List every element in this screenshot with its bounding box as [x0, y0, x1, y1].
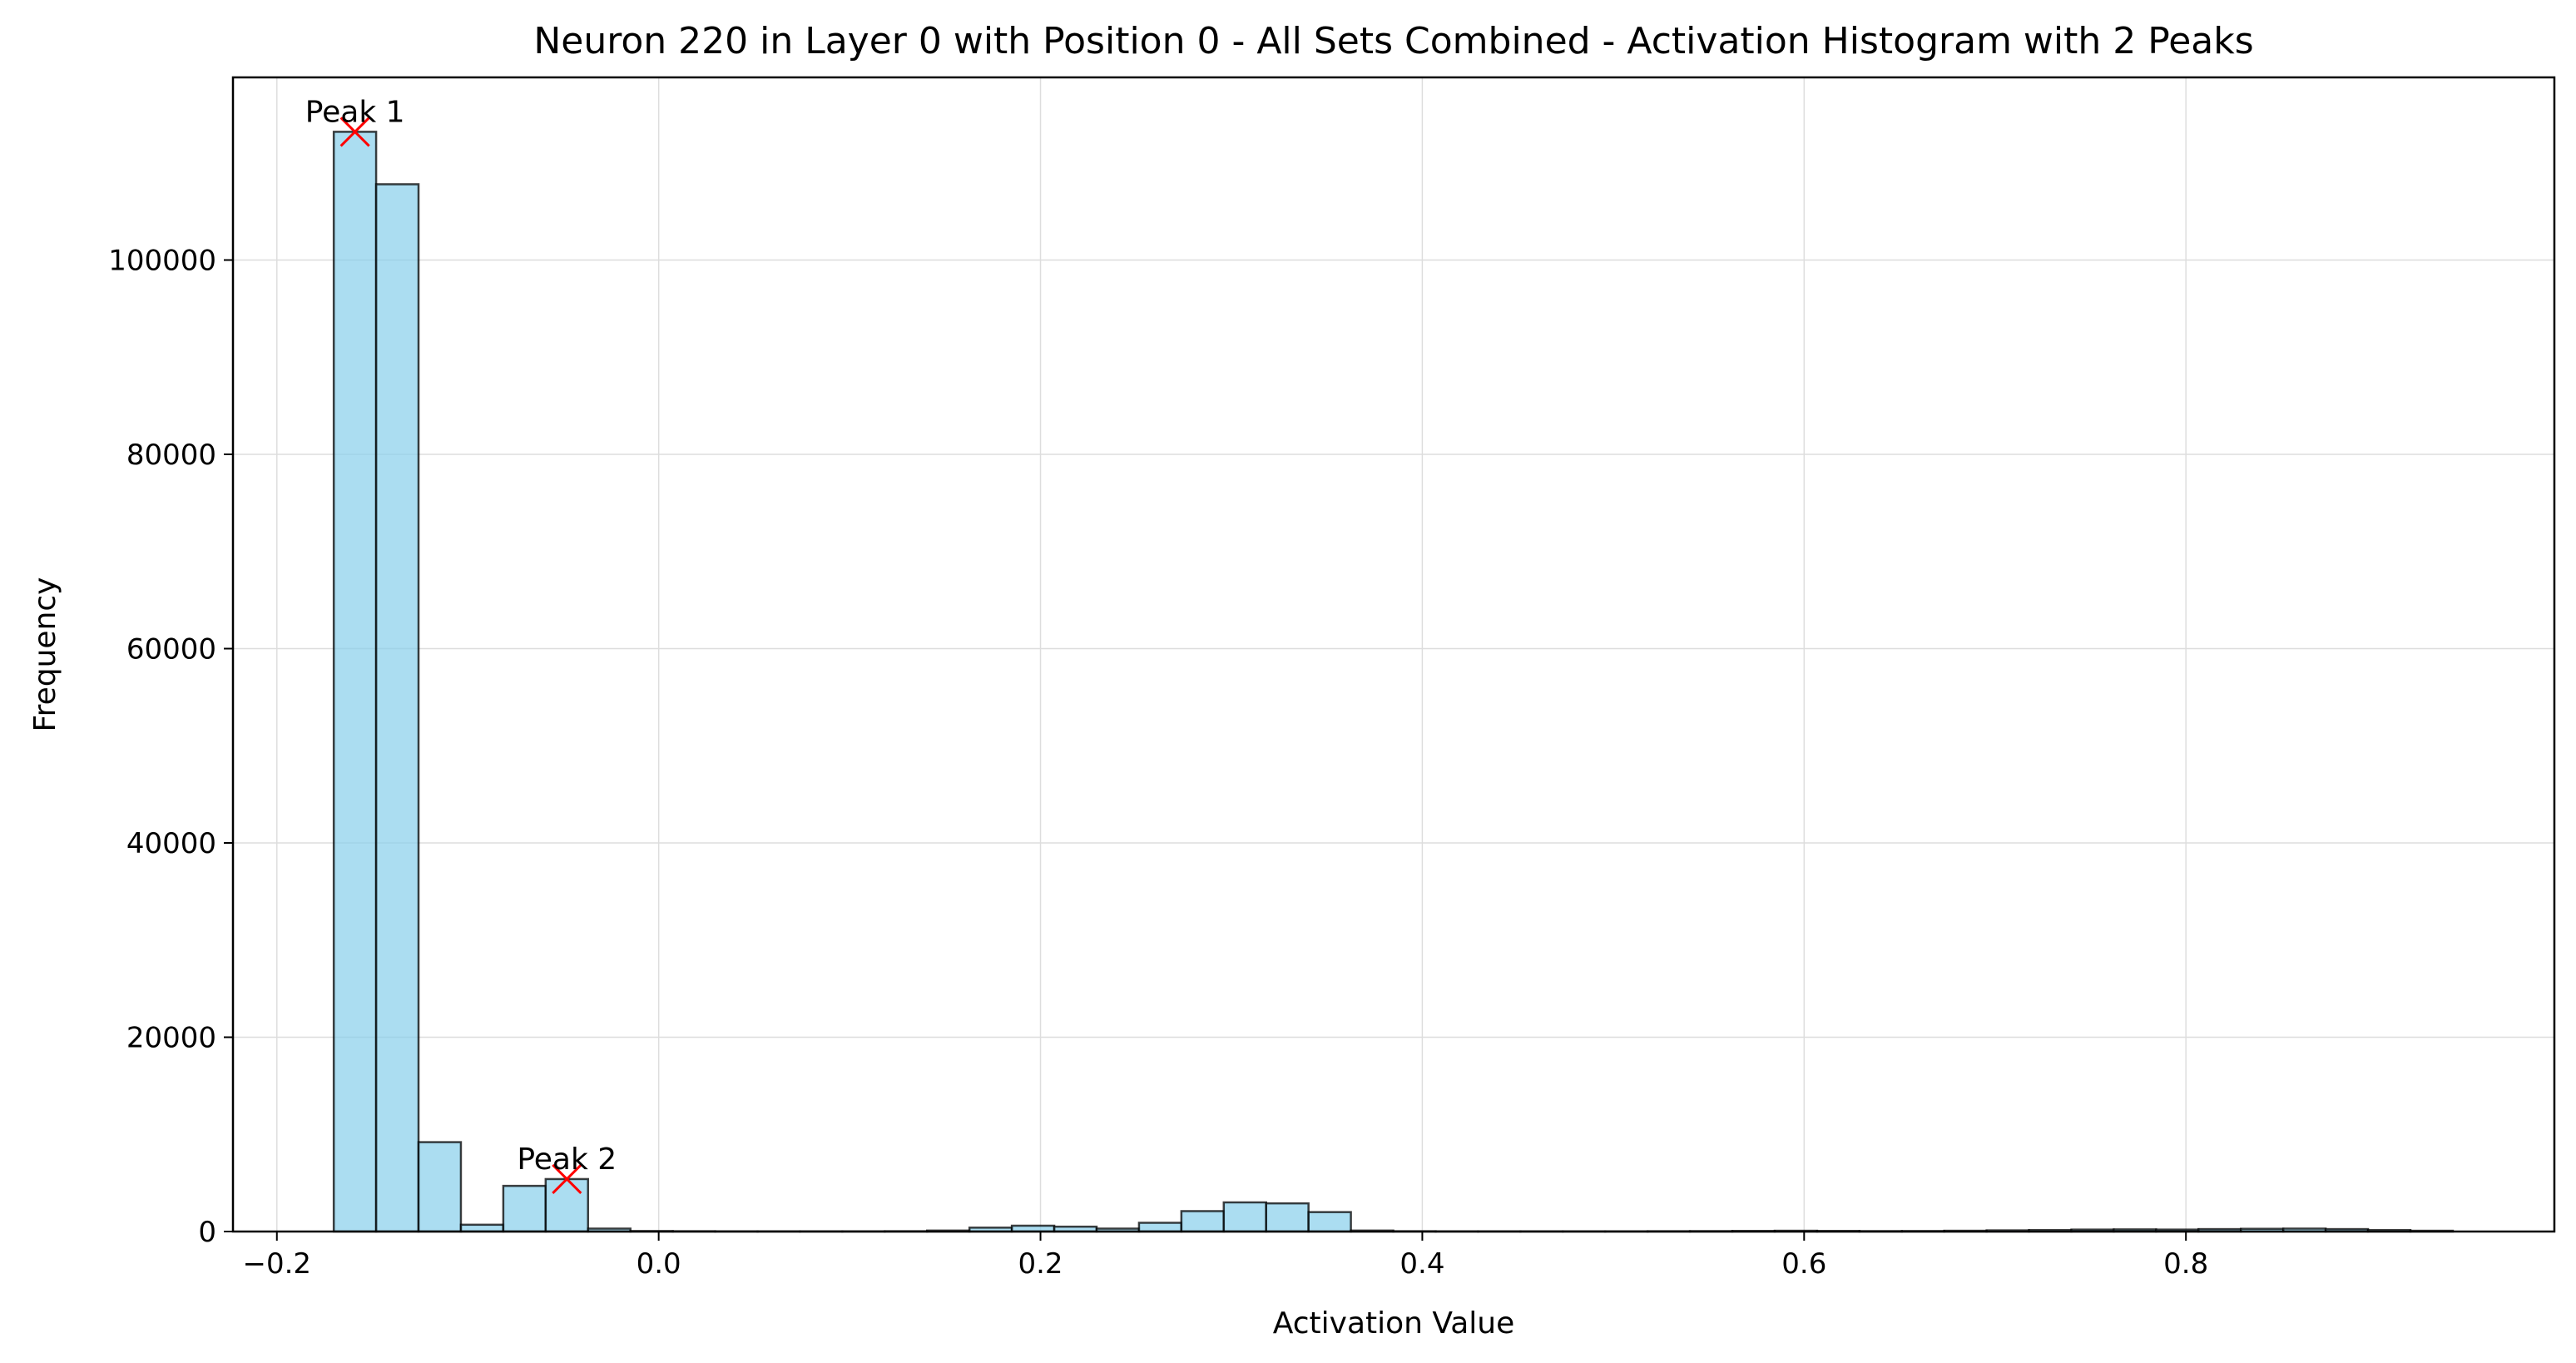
x-tick-label: 0.8	[2163, 1247, 2208, 1281]
histogram-bars	[332, 131, 2455, 1233]
peak-label: Peak 1	[305, 95, 405, 129]
plot-frame	[231, 76, 2556, 1233]
histogram-bar	[1222, 1201, 1267, 1233]
peak-marker-2	[552, 1163, 582, 1195]
y-tick-label: 80000	[126, 439, 216, 472]
histogram-bar	[1265, 1202, 1310, 1233]
histogram-bar	[1180, 1210, 1226, 1233]
peak-label: Peak 2	[517, 1142, 617, 1177]
y-tick-label: 60000	[126, 632, 216, 666]
histogram-bar	[374, 183, 420, 1233]
x-tick-label: 0.0	[637, 1247, 681, 1281]
chart-title: Neuron 220 in Layer 0 with Position 0 - …	[533, 20, 2253, 62]
x-axis-ticks: −0.2 0.0 0.2 0.4 0.6 0.8	[242, 1232, 2208, 1281]
y-axis-ticks: 0 20000 40000 60000 80000 100000	[108, 244, 233, 1249]
x-tick-label: 0.4	[1399, 1247, 1444, 1281]
histogram-bar	[1307, 1211, 1352, 1233]
x-tick-label: 0.6	[1781, 1247, 1826, 1281]
x-tick-label: 0.2	[1018, 1247, 1063, 1281]
peak-markers: Peak 1 Peak 2	[305, 95, 617, 1195]
y-axis-label: Frequency	[28, 577, 62, 732]
histogram-bar	[332, 131, 378, 1233]
peak-marker-1	[339, 116, 370, 147]
histogram-bar	[417, 1141, 463, 1233]
x-axis-label: Activation Value	[1273, 1306, 1515, 1341]
x-tick-label: −0.2	[242, 1247, 311, 1281]
y-tick-label: 20000	[126, 1021, 216, 1054]
histogram-bar	[502, 1184, 547, 1233]
y-tick-label: 40000	[126, 827, 216, 860]
y-tick-label: 100000	[108, 244, 216, 277]
y-tick-label: 0	[198, 1216, 216, 1249]
histogram-bar	[544, 1177, 590, 1233]
histogram-bar	[1137, 1222, 1183, 1233]
